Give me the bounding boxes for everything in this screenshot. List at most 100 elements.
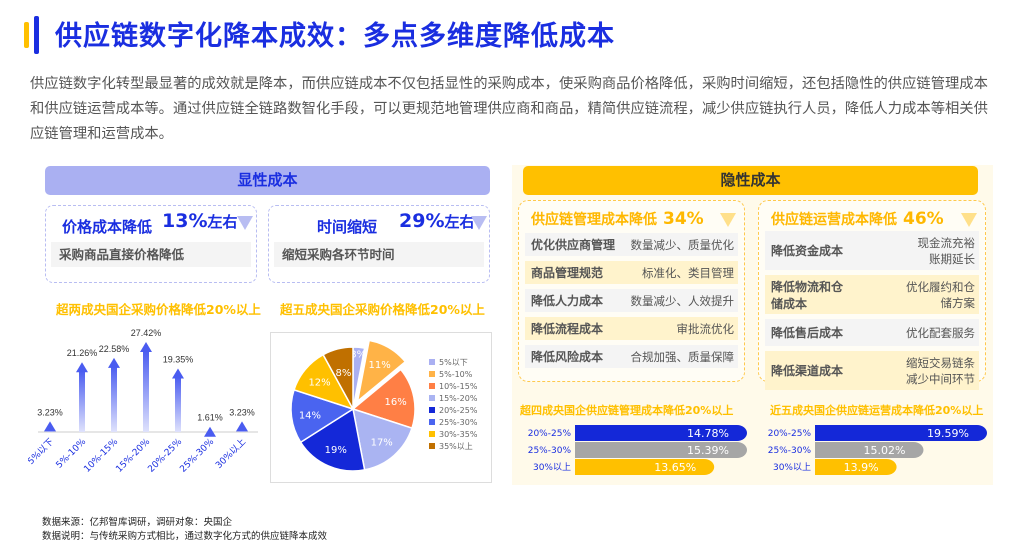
slice-label: 19% [325,445,347,456]
category-label: 30%以上 [533,462,571,473]
arrow-head [140,342,152,352]
data-label: 27.42% [131,328,162,338]
footer-note: 数据说明：与传统采购方式相比，通过数字化方式的供应链降本成效 [42,531,328,542]
card-desc: 缩短采购各环节时间 [274,242,484,267]
legend-label: 30%-35% [439,430,478,439]
box-title: 供应链管理成本降低 34% [531,209,704,229]
arrow-head [108,357,120,368]
explicit-cost-header: 显性成本 [45,166,490,195]
cost-row: 降低资金成本 现金流充裕 账期延长 [765,231,979,270]
triangle-down-icon [961,213,977,227]
pie-slice [322,346,354,410]
pie-chart-title: 超五成央国企采购价格降低20%以上 [280,302,485,317]
bar [815,442,924,458]
row-value: 数量减少、质量优化 [630,237,735,252]
pie-slice [299,407,366,472]
card-desc: 采购商品直接价格降低 [51,242,251,267]
bar-label: 19.59% [927,427,969,440]
legend-swatch [429,395,435,401]
arrow-bar [79,370,85,432]
cost-row: 降低人力成本 数量减少、人效提升 [525,289,738,312]
cost-row: 降低售后成本 优化配套服务 [765,319,979,346]
price-reduction-pie-chart: 3% 5%以下 11% 5%-10% 16% 10%-15% 17% 15%-20% 19% 20… [270,332,492,483]
legend-swatch [429,419,435,425]
card-percent: 13%左右 [162,210,238,232]
management-cost-bar-chart: 14.78% 20%-25% 15.39% 25%-30% 13.65% 30%以上 [528,425,747,475]
slice-label: 12% [308,377,330,388]
arrow-head [236,421,248,432]
row-value: 数量减少、人效提升 [630,293,735,308]
tick-label: 25%-30% [178,437,216,475]
operation-bar-title: 近五成央国企供应链运营成本降低20%以上 [770,404,984,417]
legend-swatch [429,443,435,449]
bar [815,459,897,475]
box-title: 供应链运营成本降低 46% [771,209,944,229]
bar-label: 15.39% [687,444,729,457]
legend-swatch [429,371,435,377]
cost-row: 商品管理规范 标准化、类目管理 [525,261,738,284]
category-label: 20%-25% [528,429,572,439]
bar-label: 13.9% [844,461,879,474]
operation-cost-box: 供应链运营成本降低 46% 降低资金成本 现金流充裕 账期延长 降低物流和仓储成本 优化… [758,200,986,390]
row-value: 标准化、类目管理 [642,265,734,280]
cost-row: 降低渠道成本 缩短交易链条 减少中间环节 [765,351,979,390]
row-value: 现金流充裕 账期延长 [917,235,976,266]
slice-label: 17% [371,438,393,449]
legend-label: 10%-15% [439,382,478,391]
data-label: 1.61% [197,413,223,423]
implicit-cost-header: 隐性成本 [523,166,978,195]
row-value: 优化履约和仓储方案 [906,279,975,310]
arrow-head [76,362,88,373]
bar [815,425,987,441]
card-percent: 29%左右 [399,210,475,232]
title-accent-yellow [24,22,29,48]
slice-label: 8% [336,368,352,379]
data-label: 21.26% [67,348,98,358]
triangle-down-icon [720,213,736,227]
bar [575,459,715,475]
page-title: 供应链数字化降本成效：多点多维度降低成本 [55,21,615,52]
price-cost-card: 价格成本降低 13%左右 采购商品直接价格降低 [45,205,257,283]
cost-row: 优化供应商管理 数量减少、质量优化 [525,233,738,256]
triangle-down-icon [237,216,253,230]
data-label: 3.23% [37,407,63,417]
legend-label: 35%以上 [439,442,473,451]
bar-label: 14.78% [687,427,729,440]
legend-swatch [429,383,435,389]
bar [575,442,747,458]
legend-label: 20%-25% [439,406,478,415]
row-value: 缩短交易链条 减少中间环节 [906,355,975,386]
row-label: 降低资金成本 [771,244,844,258]
management-bar-title: 超四成央国企供应链管理成本降低20%以上 [520,404,734,417]
legend-label: 5%以下 [439,358,468,367]
card-title: 价格成本降低 [62,218,153,236]
row-value: 优化配套服务 [906,325,975,340]
row-label: 优化供应商管理 [531,238,616,252]
row-label: 降低流程成本 [531,322,604,336]
data-label: 22.58% [99,344,130,354]
cost-row: 降低物流和仓储成本 优化履约和仓储方案 [765,275,979,314]
arrow-bar [175,376,181,432]
legend-swatch [429,359,435,365]
arrow-bar [111,365,117,432]
pie-slice [356,339,407,404]
bar-label: 15.02% [864,444,906,457]
slice-label: 14% [299,410,321,421]
row-label: 降低物流和仓储成本 [771,279,844,311]
data-label: 19.35% [163,354,194,364]
row-value: 合规加强、质量保障 [630,349,735,364]
legend-swatch [429,431,435,437]
category-label: 25%-30% [768,446,812,456]
category-label: 25%-30% [528,446,572,456]
row-label: 降低售后成本 [771,326,844,340]
pie-slice [290,388,355,444]
intro-paragraph: 供应链数字化转型最显著的成效就是降本，而供应链成本不仅包括显性的采购成本，使采购… [30,76,988,142]
category-label: 20%-25% [768,429,812,439]
time-card: 时间缩短 29%左右 缩短采购各环节时间 [268,205,490,283]
bar [575,425,747,441]
price-reduction-bar-chart: 3.23%5%以下21.26%5%-10%22.58%10%-15%27.42%… [28,328,258,475]
footer-source: 数据来源：亿邦智库调研，调研对象：央国企 [42,517,233,528]
arrow-bar [143,350,149,432]
management-cost-box: 供应链管理成本降低 34% 优化供应商管理 数量减少、质量优化 商品管理规范 标准化、类… [518,200,745,382]
slice-label: 16% [385,397,407,408]
